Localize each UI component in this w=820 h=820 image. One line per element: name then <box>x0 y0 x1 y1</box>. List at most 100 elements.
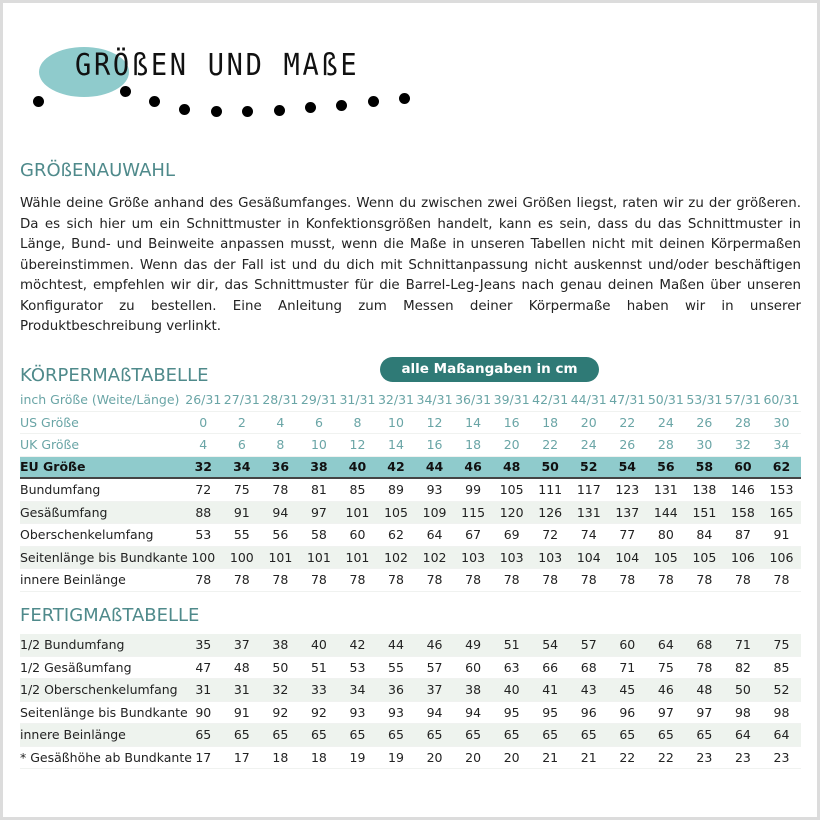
table-cell: 10 <box>310 437 327 453</box>
table-cell: 64 <box>426 527 443 543</box>
table-cell: 57 <box>426 659 443 675</box>
table-cell: 55 <box>233 527 250 543</box>
row-label: Seitenlänge bis Bundkante <box>20 549 188 565</box>
table-cell: 72 <box>195 482 212 498</box>
table-cell: 78 <box>773 572 790 588</box>
finished-measurement-table: 1/2 Bundumfang 35 37 38 40 42 44 46 49 51 54 57 60 64… <box>20 634 801 769</box>
table-row: Seitenlänge bis Bundkante 100 100 101 101 101… <box>20 546 801 569</box>
table-cell: 36/31 <box>455 392 492 408</box>
table-cell: 44 <box>388 637 404 653</box>
table-cell: 146 <box>731 482 755 498</box>
table-cell: 20 <box>465 749 482 765</box>
table-cell: 58 <box>310 527 327 543</box>
table-cell: 88 <box>195 504 212 520</box>
dot <box>368 96 379 107</box>
dot <box>242 106 253 117</box>
body-measurement-table: inch Größe (Weite/Länge) 26/31 27/31 28/31 2… <box>20 389 801 592</box>
table-cell: 35 <box>195 637 212 653</box>
table-cell: 153 <box>769 482 794 498</box>
table-cell: 44/31 <box>570 392 607 408</box>
table-cell: 78 <box>388 572 404 588</box>
row-label: innere Beinlänge <box>20 572 126 588</box>
table-cell: 28 <box>734 414 751 430</box>
table-cell: 38 <box>310 459 328 475</box>
table-cell: 56 <box>657 459 675 475</box>
table-cell: 29/31 <box>300 392 337 408</box>
table-cell: 0 <box>199 414 208 430</box>
finished-table-heading: FERTIGMAßTABELLE <box>20 605 200 626</box>
table-cell: 22 <box>542 437 559 453</box>
table-cell: 32 <box>194 459 212 475</box>
table-cell: 62 <box>772 459 791 475</box>
table-cell: 31/31 <box>339 392 376 408</box>
table-cell: 78 <box>619 572 636 588</box>
table-cell: 85 <box>349 482 366 498</box>
table-cell: 60 <box>619 637 636 653</box>
row-label: Bundumfang <box>20 482 101 498</box>
section-heading-size-selection: GRÖßENAUWAHL <box>20 160 175 181</box>
table-cell: 97 <box>696 704 713 720</box>
table-cell: 23 <box>696 749 713 765</box>
table-cell: 51 <box>503 637 520 653</box>
table-cell: 67 <box>465 527 482 543</box>
dot <box>120 86 131 97</box>
table-cell: 75 <box>233 482 250 498</box>
dot <box>336 100 347 111</box>
table-cell: 2 <box>237 414 246 430</box>
table-cell: 49 <box>465 637 482 653</box>
table-cell: 58 <box>695 459 714 475</box>
table-cell: 40 <box>503 682 520 698</box>
row-label: Gesäßumfang <box>20 504 108 520</box>
table-cell: 34 <box>773 437 790 453</box>
row-label: inch Größe (Weite/Länge) <box>20 392 180 408</box>
table-cell: 42/31 <box>532 392 569 408</box>
table-cell: 42 <box>387 459 405 475</box>
table-cell: 52 <box>773 682 790 698</box>
table-cell: 54 <box>618 459 636 475</box>
table-cell: 22 <box>619 414 636 430</box>
table-cell: 62 <box>388 527 404 543</box>
table-cell: 64 <box>734 727 751 743</box>
table-cell: 19 <box>388 749 404 765</box>
table-cell: 19 <box>349 749 366 765</box>
table-cell: 28/31 <box>262 392 299 408</box>
table-cell: 63 <box>503 659 520 675</box>
table-cell: 18 <box>465 437 482 453</box>
row-label: 1/2 Oberschenkelumfang <box>20 682 178 698</box>
table-cell: 48 <box>233 659 250 675</box>
table-cell: 78 <box>542 572 559 588</box>
table-cell: 115 <box>461 504 486 520</box>
table-cell: 16 <box>503 414 520 430</box>
dot <box>274 105 285 116</box>
table-row: innere Beinlänge 78 78 78 78 78 78 78 78 78 78 78 78… <box>20 569 801 592</box>
table-cell: 78 <box>696 659 713 675</box>
table-cell: 117 <box>576 482 601 498</box>
body-table-heading: KÖRPERMAßTABELLE <box>20 365 209 386</box>
table-cell: 95 <box>503 704 520 720</box>
table-cell: 106 <box>769 549 794 565</box>
table-cell: 37 <box>233 637 250 653</box>
table-row: EU Größe 32 34 36 38 40 42 44 46 48 50 52 54 56 58 60 62 <box>20 456 801 479</box>
table-cell: 8 <box>276 437 285 453</box>
table-cell: 65 <box>657 727 674 743</box>
units-badge: alle Maßangaben in cm <box>380 357 599 382</box>
table-cell: 46 <box>426 637 443 653</box>
table-cell: 26/31 <box>185 392 222 408</box>
table-cell: 50 <box>734 682 751 698</box>
table-cell: 54 <box>542 637 559 653</box>
table-cell: 94 <box>465 704 482 720</box>
table-cell: 16 <box>426 437 443 453</box>
table-cell: 105 <box>384 504 408 520</box>
table-cell: 32 <box>734 437 751 453</box>
dot <box>211 106 222 117</box>
table-cell: 64 <box>773 727 790 743</box>
dot <box>149 96 160 107</box>
table-cell: 131 <box>576 504 601 520</box>
table-cell: 89 <box>388 482 404 498</box>
table-cell: 40 <box>310 637 327 653</box>
table-row: Seitenlänge bis Bundkante 90 91 92 92 93 93 94 9… <box>20 702 801 724</box>
table-cell: 102 <box>422 549 447 565</box>
table-cell: 105 <box>499 482 524 498</box>
table-cell: 84 <box>696 527 713 543</box>
table-cell: 123 <box>615 482 640 498</box>
